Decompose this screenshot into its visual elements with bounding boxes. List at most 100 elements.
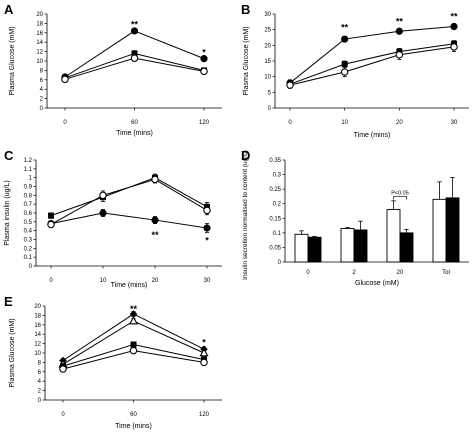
series-b-1: [287, 40, 457, 88]
y-tick-label-c: 0.1: [24, 255, 33, 261]
series-b-2: [286, 41, 458, 89]
data-point-e: [199, 348, 209, 357]
x-tick-label-e: 120: [199, 412, 210, 418]
data-point-b: [395, 27, 403, 35]
y-tick-label-a: 14: [36, 40, 43, 46]
x-tick-label-c: 30: [204, 278, 211, 284]
series-line-b: [289, 46, 455, 86]
chart-c: C 0 0.1 0.2 0.3 0.4 0.5 0.6 0.7 0.8 0.9 1 1.1 1.2 0 10 2…: [4, 148, 222, 289]
y-tick-label-c: 0.6: [24, 211, 33, 217]
y-tick-label-c: 1.1: [24, 167, 33, 173]
x-axis-title-c: Time (mins): [111, 282, 148, 289]
y-tick-label-c: 0.4: [24, 229, 33, 235]
data-point-e: [200, 358, 208, 367]
y-tick-label-e: 6: [38, 370, 42, 376]
chart-b: B 0 5 10 15 20 25 30 0 10 20 30 Time (mins) Plasma Gl…: [241, 2, 469, 139]
bar-d: [307, 236, 322, 263]
bar-d: [353, 229, 368, 263]
panel-a: A 0 2 4 6 8 10 12 14 16 18 20 0 60 120 Time (mins) Plasm…: [0, 0, 237, 146]
significance-marker-b: **: [341, 23, 349, 33]
x-tick-label-b: 20: [396, 120, 403, 126]
data-point-c: [203, 206, 211, 215]
y-tick-label-c: 0.7: [24, 202, 33, 208]
x-tick-label-a: 120: [199, 120, 210, 126]
y-tick-label-c: 1.2: [24, 158, 33, 164]
y-tick-label-c: 0: [29, 264, 33, 270]
data-point-c: [151, 175, 159, 184]
y-tick-label-a: 20: [36, 12, 43, 18]
data-point-a: [131, 50, 138, 57]
bar-d: [386, 209, 401, 263]
panel-c: C 0 0.1 0.2 0.3 0.4 0.5 0.6 0.7 0.8 0.9 1 1.1 1.2 0 10 2…: [0, 146, 237, 292]
x-tick-label-e: 0: [61, 412, 65, 418]
y-tick-label-e: 14: [34, 332, 41, 338]
y-tick-label-d: 0.15: [269, 216, 281, 222]
significance-marker-a: **: [131, 19, 139, 29]
x-tick-label-d: Tol: [442, 270, 450, 276]
data-point-b: [341, 35, 349, 43]
y-tick-label-d: 0.35: [269, 158, 281, 164]
y-tick-label-c: 0.5: [24, 220, 33, 226]
panel-d: D 0 0.05 0.1 0.15 0.2 0.25 0.3 0.35 0 2 20 Tol Glucos…: [237, 146, 474, 292]
data-point-b: [286, 81, 294, 89]
y-tick-label-b: 10: [264, 75, 271, 81]
data-point-c: [99, 191, 107, 200]
y-tick-label-b: 30: [264, 12, 271, 18]
y-tick-label-c: 0.9: [24, 185, 33, 191]
y-tick-label-e: 4: [38, 379, 42, 385]
y-axis-title-a: Plasma Glucose (mM): [9, 26, 16, 95]
chart-a: A 0 2 4 6 8 10 12 14 16 18 20 0 60 120 Time (mins) Plasm…: [4, 2, 222, 137]
y-tick-label-e: 0: [38, 398, 42, 404]
significance-bracket-d: [393, 196, 407, 200]
series-line-b: [289, 43, 455, 85]
panel-letter-b: B: [241, 2, 250, 17]
y-tick-label-c: 0.3: [24, 238, 33, 244]
data-point-b: [340, 68, 349, 76]
x-axis-title-a: Time (mins): [116, 130, 153, 137]
y-tick-label-b: 5: [268, 90, 272, 96]
series-c-2: [47, 175, 211, 229]
data-point-c: [151, 216, 159, 224]
bar-series-d-1: [307, 177, 460, 263]
y-tick-label-a: 6: [40, 78, 44, 84]
y-tick-label-b: 15: [264, 59, 271, 65]
y-tick-label-e: 2: [38, 389, 42, 395]
y-tick-label-b: 25: [264, 28, 271, 34]
y-tick-label-e: 20: [34, 304, 41, 310]
significance-marker-b: **: [450, 12, 458, 22]
data-point-c: [47, 220, 55, 229]
panel-e: E 0 2 4 6 8 10 12 14 16 18 20 0 60 120 Time (mins) Plasm…: [0, 292, 237, 438]
significance-marker-a: *: [202, 48, 206, 58]
significance-marker-b: **: [396, 16, 404, 26]
series-b-0: [286, 22, 458, 87]
bar-d: [432, 198, 447, 263]
bar-d: [294, 233, 309, 263]
data-point-c: [48, 212, 54, 219]
x-tick-label-d: 0: [306, 270, 310, 276]
y-tick-label-a: 10: [36, 59, 43, 65]
data-point-c: [99, 209, 107, 217]
series-line-c: [50, 178, 208, 225]
y-axis-title-e: Plasma Glucose (mM): [9, 318, 16, 387]
panel-letter-e: E: [4, 294, 13, 309]
y-tick-label-d: 0.2: [273, 202, 282, 208]
y-tick-label-c: 0.2: [24, 246, 33, 252]
y-tick-label-e: 18: [34, 313, 41, 319]
x-axis-title-d: Glucose (mM): [355, 280, 399, 287]
y-axis-title-b: Plasma Glucose (mM): [243, 26, 250, 95]
y-tick-label-a: 12: [36, 50, 43, 56]
series-line-b: [289, 26, 455, 84]
y-tick-label-a: 8: [40, 68, 44, 74]
data-point-e: [128, 316, 139, 325]
x-tick-label-b: 30: [451, 120, 458, 126]
x-tick-label-c: 20: [152, 278, 159, 284]
y-tick-label-c: 1: [29, 176, 33, 182]
bar-d: [445, 197, 460, 263]
y-tick-label-b: 20: [264, 43, 271, 49]
x-tick-label-a: 0: [63, 120, 67, 126]
y-tick-label-d: 0.3: [273, 173, 282, 179]
x-tick-label-d: 20: [397, 270, 404, 276]
panel-letter-c: C: [4, 148, 14, 163]
significance-marker-e: *: [202, 338, 206, 348]
y-axis-title-d: Insulin secretion normalised to content …: [242, 150, 249, 280]
